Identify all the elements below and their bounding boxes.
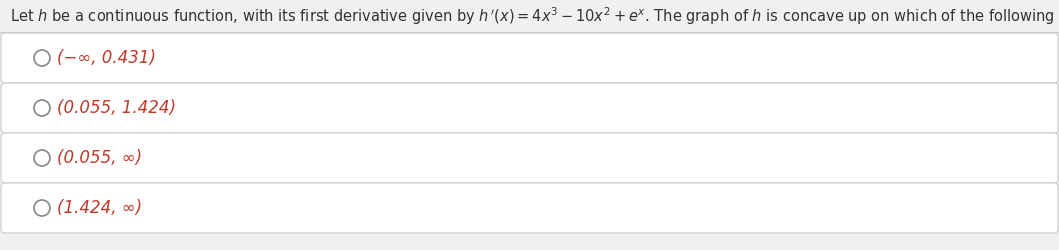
FancyBboxPatch shape [1, 33, 1058, 83]
Text: (1.424, ∞): (1.424, ∞) [57, 199, 142, 217]
FancyBboxPatch shape [1, 83, 1058, 133]
Text: (0.055, 1.424): (0.055, 1.424) [57, 99, 176, 117]
Text: Let $h$ be a continuous function, with its first derivative given by $h\,'(x) = : Let $h$ be a continuous function, with i… [10, 5, 1059, 27]
Text: (−∞, 0.431): (−∞, 0.431) [57, 49, 156, 67]
Text: (0.055, ∞): (0.055, ∞) [57, 149, 142, 167]
FancyBboxPatch shape [1, 183, 1058, 233]
Bar [0, 0, 1059, 32]
FancyBboxPatch shape [1, 133, 1058, 183]
